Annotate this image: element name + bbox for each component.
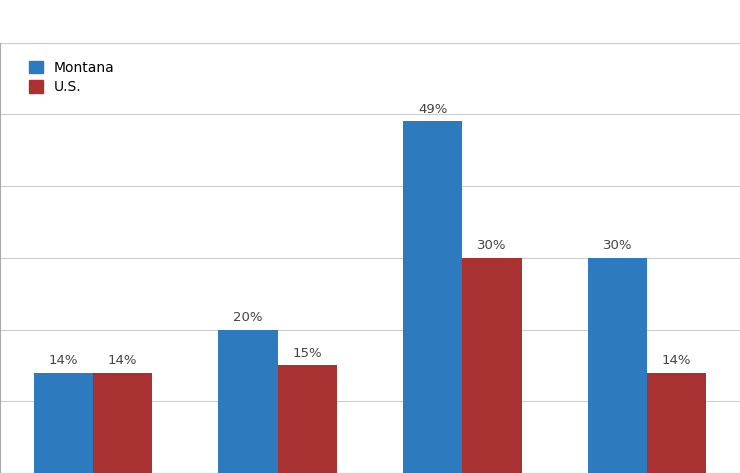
- Text: 20%: 20%: [233, 311, 263, 324]
- Text: MONTANA VS U.S., PERCENT CHANGE, 2000-2015: MONTANA VS U.S., PERCENT CHANGE, 2000-20…: [11, 15, 457, 30]
- Bar: [403, 122, 462, 473]
- Bar: [462, 258, 522, 473]
- Text: 49%: 49%: [418, 103, 448, 116]
- Bar: [588, 258, 648, 473]
- Text: 15%: 15%: [292, 347, 322, 359]
- Text: 14%: 14%: [107, 354, 137, 367]
- Bar: [33, 373, 92, 473]
- Text: 30%: 30%: [603, 239, 633, 252]
- Bar: [278, 365, 337, 473]
- Bar: [92, 373, 152, 473]
- Bar: [648, 373, 707, 473]
- Legend: Montana, U.S.: Montana, U.S.: [21, 54, 121, 101]
- Text: 30%: 30%: [477, 239, 507, 252]
- Text: 14%: 14%: [662, 354, 692, 367]
- Bar: [218, 330, 278, 473]
- Text: 14%: 14%: [48, 354, 78, 367]
